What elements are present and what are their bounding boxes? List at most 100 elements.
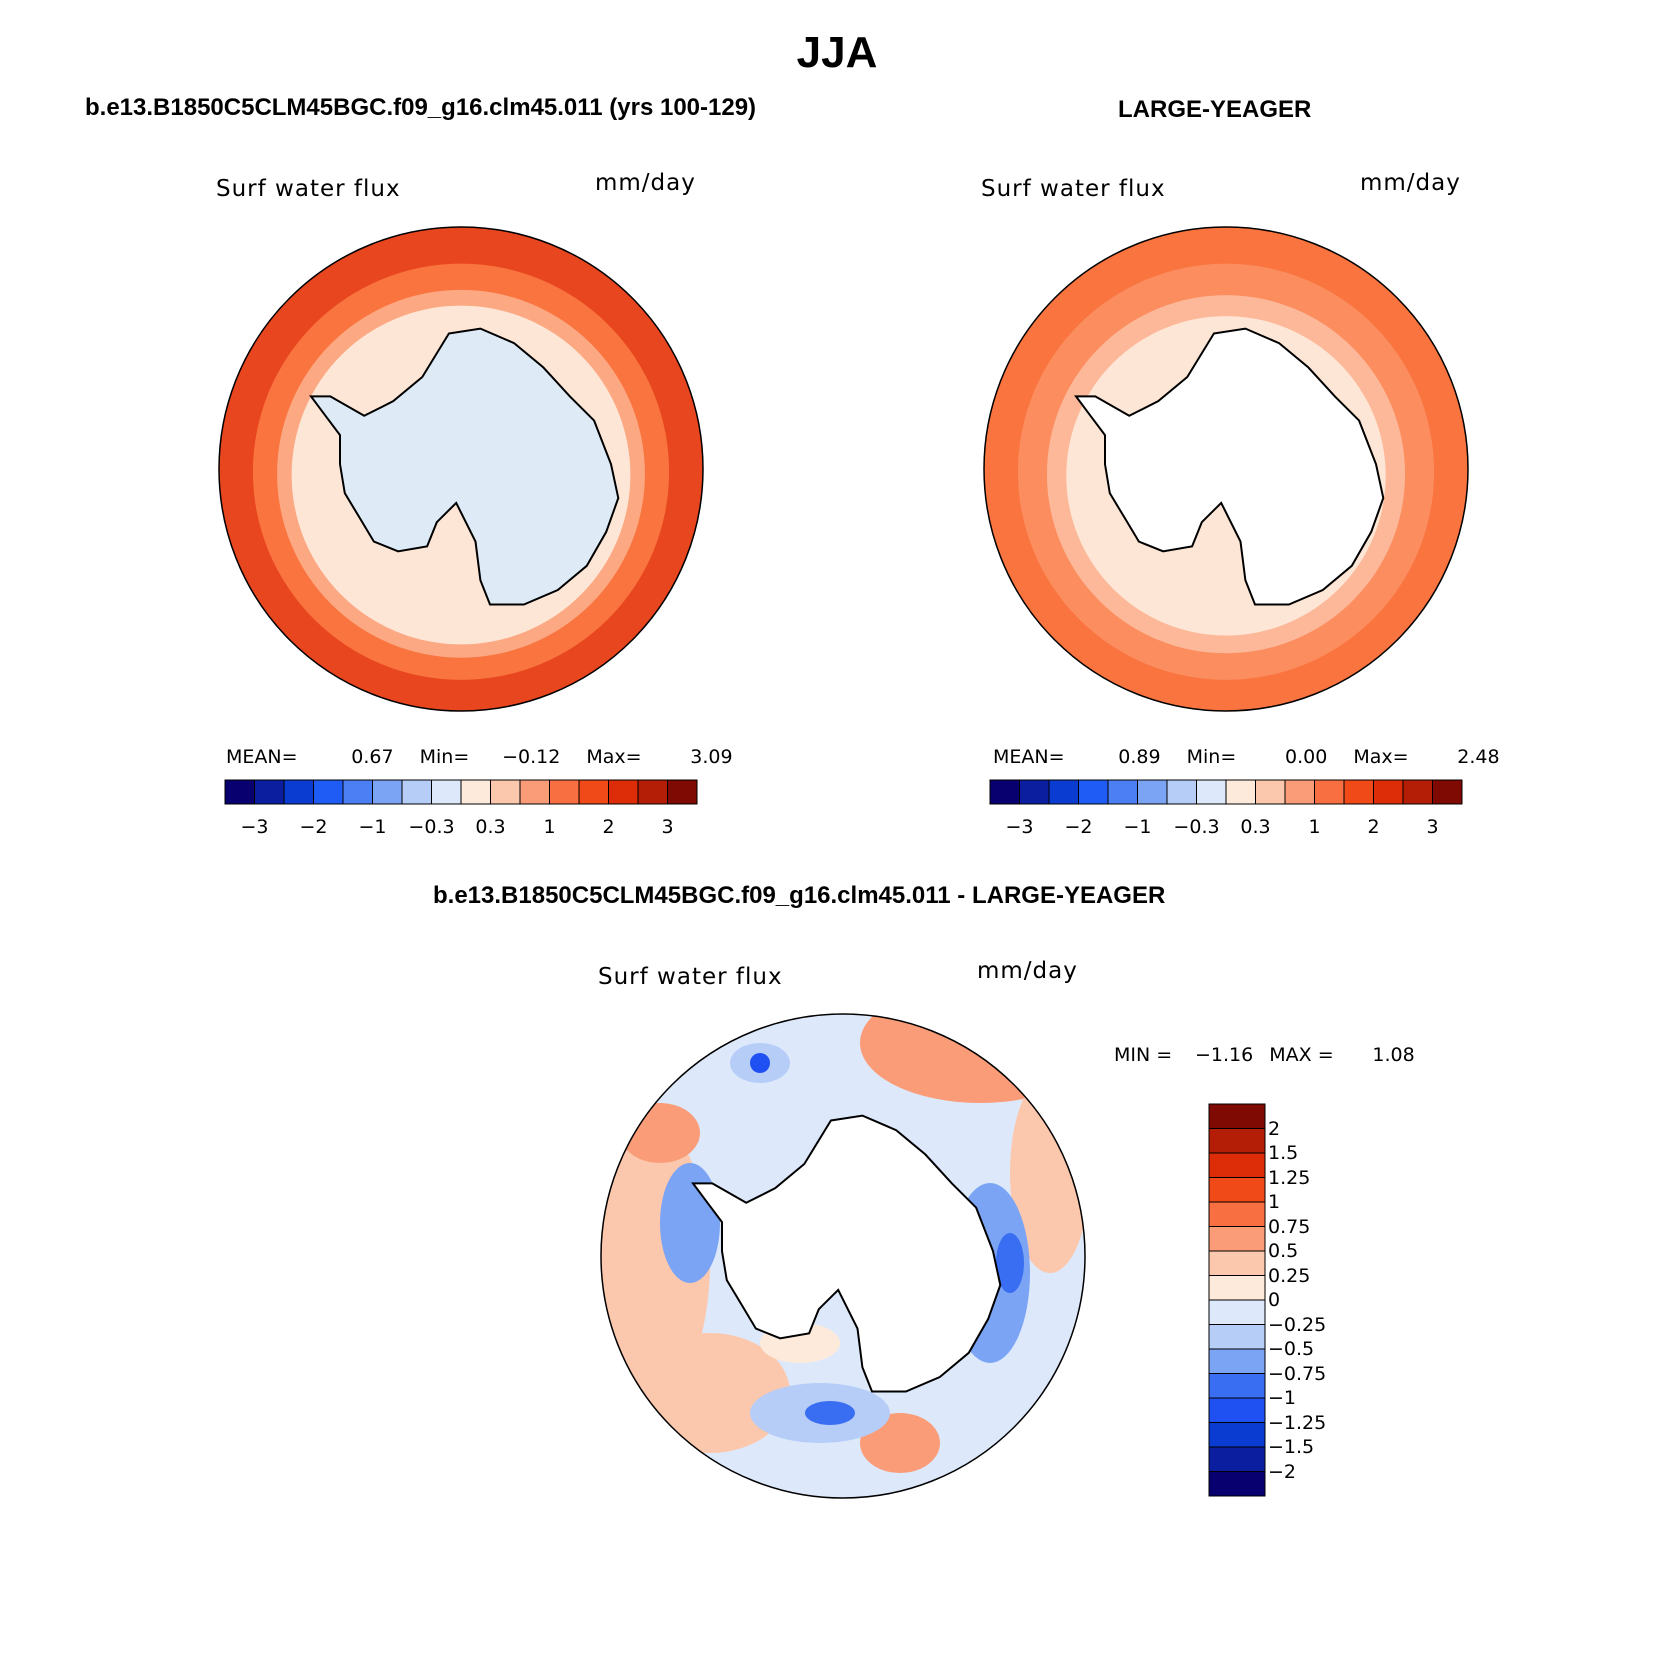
main-title: JJA — [796, 28, 878, 77]
colorbar-swatch-14 — [637, 779, 668, 805]
colorbar-swatch-5 — [1137, 779, 1168, 805]
colorbar-swatch-7 — [431, 779, 462, 805]
case-panel-title: b.e13.B1850C5CLM45BGC.f09_g16.clm45.011 … — [85, 94, 757, 121]
colorbar-tick-label: −3 — [1005, 816, 1034, 838]
colorbar-swatch-11 — [1208, 1373, 1266, 1399]
colorbar-level-label: 0 — [1268, 1289, 1281, 1311]
colorbar-swatch-14 — [1402, 779, 1433, 805]
colorbar-swatch-11 — [1314, 779, 1345, 805]
colorbar-tick-label: −1 — [1123, 816, 1152, 838]
colorbar-tick-label: −3 — [240, 816, 269, 838]
colorbar-swatch-2 — [1048, 779, 1079, 805]
colorbar-swatch-15 — [1208, 1471, 1266, 1497]
map-fill-group — [984, 227, 1468, 711]
obs-variable-label: Surf water flux — [981, 176, 1166, 202]
colorbar-tick-label: −2 — [1064, 816, 1093, 838]
colorbar-swatch-4 — [342, 779, 373, 805]
colorbar-swatch-13 — [1208, 1422, 1266, 1448]
colorbar-level-label: 2 — [1268, 1117, 1281, 1140]
colorbar-swatch-14 — [1208, 1446, 1266, 1472]
colorbar-swatch-15 — [667, 779, 698, 805]
colorbar-swatch-4 — [1107, 779, 1138, 805]
colorbar-swatch-15 — [1432, 779, 1463, 805]
colorbar-level-label: −1.5 — [1268, 1436, 1315, 1458]
colorbar-swatch-5 — [372, 779, 403, 805]
colorbar-tick-label: 1 — [1308, 816, 1321, 838]
case-colorbar-ticks: −3 −2 −1 −0.3 0.3 1 2 3 — [225, 816, 697, 840]
colorbar-swatch-5 — [1208, 1226, 1266, 1252]
obs-panel-title: LARGE-YEAGER — [1118, 96, 1312, 123]
colorbar-swatch-12 — [1208, 1397, 1266, 1423]
colorbar-swatch-7 — [1196, 779, 1227, 805]
colorbar-swatch-4 — [1208, 1201, 1266, 1227]
contour-blob-10 — [805, 1401, 855, 1425]
obs-colorbar — [989, 779, 1463, 805]
colorbar-tick-label: 3 — [1426, 816, 1439, 838]
antarctica-coastline — [691, 1114, 1002, 1393]
colorbar-swatch-12 — [578, 779, 609, 805]
colorbar-level-label: 0.5 — [1268, 1240, 1299, 1262]
colorbar-level-label: 1.25 — [1268, 1166, 1311, 1189]
case-max-value: 3.09 — [690, 746, 733, 768]
colorbar-swatch-1 — [1208, 1128, 1266, 1154]
colorbar-swatch-7 — [1208, 1275, 1266, 1301]
case-max-label: Max= — [586, 746, 642, 768]
colorbar-swatch-3 — [313, 779, 344, 805]
colorbar-swatch-8 — [460, 779, 491, 805]
obs-units-label: mm/day — [1360, 170, 1461, 196]
colorbar-level-label: 1 — [1268, 1191, 1281, 1213]
colorbar-swatch-1 — [1019, 779, 1050, 805]
colorbar-swatch-3 — [1078, 779, 1109, 805]
colorbar-tick-label: −0.3 — [408, 816, 455, 838]
colorbar-tick-label: −1 — [358, 816, 387, 838]
colorbar-swatch-2 — [1208, 1152, 1266, 1178]
difference-colorbar-labels: 2 1.5 1.25 1 0.75 0.5 0.25 0 −0.25 −0.5 −0.75 −1 −1.… — [1268, 1104, 1368, 1496]
colorbar-swatch-12 — [1343, 779, 1374, 805]
colorbar-swatch-13 — [608, 779, 639, 805]
case-variable-label: Surf water flux — [216, 176, 401, 202]
colorbar-swatch-6 — [1208, 1250, 1266, 1276]
case-polar-map — [218, 226, 704, 712]
antarctica-coastline — [1074, 327, 1385, 606]
difference-polar-map — [600, 1013, 1086, 1499]
difference-stats: MIN = −1.16 MAX = 1.08 — [1114, 1044, 1415, 1066]
colorbar-tick-label: 3 — [661, 816, 674, 838]
colorbar-swatch-11 — [549, 779, 580, 805]
difference-max-label: MAX = — [1269, 1044, 1334, 1066]
case-units-label: mm/day — [595, 170, 696, 196]
obs-mean-value: 0.89 — [1118, 746, 1161, 768]
map-boundary-circle — [218, 226, 704, 712]
difference-min-label: MIN = — [1114, 1044, 1173, 1066]
colorbar-level-label: −2 — [1268, 1460, 1297, 1483]
colorbar-level-label: −1.25 — [1268, 1411, 1327, 1434]
colorbar-swatch-0 — [989, 779, 1020, 805]
map-boundary-circle — [983, 226, 1469, 712]
case-colorbar — [224, 779, 698, 805]
colorbar-swatch-9 — [1255, 779, 1286, 805]
difference-colorbar — [1208, 1103, 1266, 1497]
obs-max-value: 2.48 — [1457, 746, 1500, 768]
colorbar-level-label: −0.75 — [1268, 1362, 1327, 1385]
antarctica-coastline — [309, 327, 620, 606]
obs-mean-label: MEAN= — [993, 746, 1065, 768]
difference-variable-label: Surf water flux — [598, 964, 783, 990]
colorbar-tick-label: 2 — [602, 816, 615, 838]
colorbar-swatch-10 — [1208, 1348, 1266, 1374]
difference-panel-title: b.e13.B1850C5CLM45BGC.f09_g16.clm45.011 … — [433, 882, 1166, 909]
colorbar-level-label: −0.25 — [1268, 1313, 1327, 1336]
colorbar-swatch-0 — [1208, 1103, 1266, 1129]
colorbar-swatch-2 — [283, 779, 314, 805]
colorbar-swatch-8 — [1208, 1299, 1266, 1325]
colorbar-tick-label: −2 — [299, 816, 328, 838]
contour-blob-12 — [750, 1053, 770, 1073]
case-min-value: −0.12 — [502, 746, 561, 768]
case-stats: MEAN= 0.67 Min= −0.12 Max= 3.09 — [226, 746, 733, 768]
colorbar-swatch-3 — [1208, 1177, 1266, 1203]
case-mean-value: 0.67 — [351, 746, 394, 768]
colorbar-swatch-13 — [1373, 779, 1404, 805]
difference-units-label: mm/day — [977, 958, 1078, 984]
colorbar-swatch-9 — [490, 779, 521, 805]
obs-polar-map — [983, 226, 1469, 712]
colorbar-swatch-8 — [1225, 779, 1256, 805]
contour-blob-7 — [660, 1163, 720, 1283]
